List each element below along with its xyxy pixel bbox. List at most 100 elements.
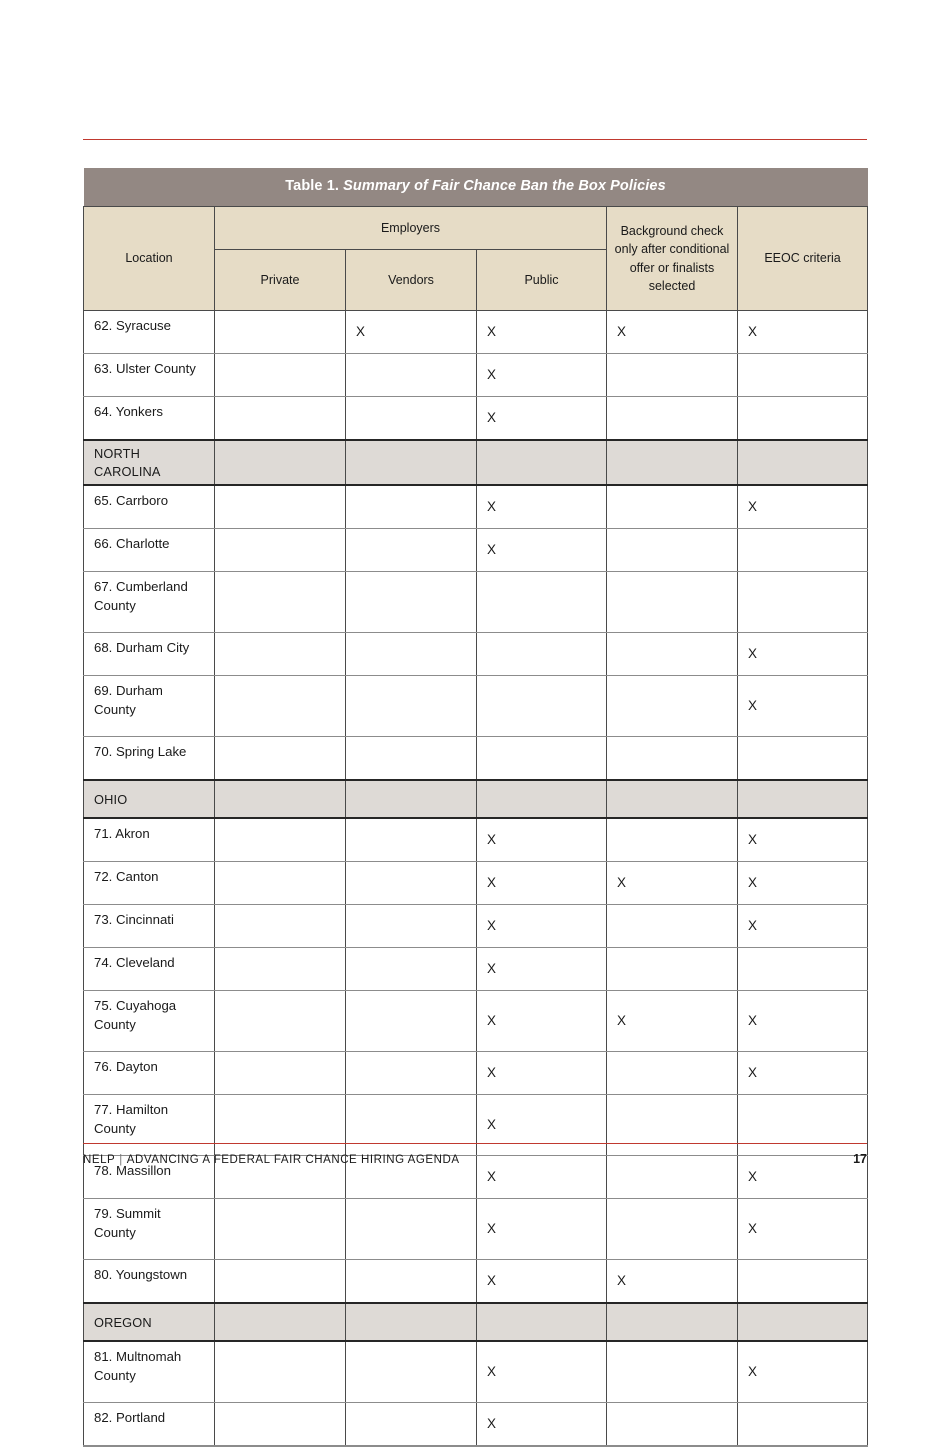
- column-header-eeoc-criteria: EEOC criteria: [736, 206, 869, 312]
- footer-organization: NELP: [83, 1154, 116, 1166]
- cell-public: [476, 632, 607, 677]
- cell-eeoc: [736, 779, 869, 820]
- table-row: 62. Syracuse X X X X: [83, 310, 869, 355]
- table-title-text: Summary of Fair Chance Ban the Box Polic…: [343, 178, 666, 194]
- column-header-private: Private: [214, 249, 346, 312]
- table-row: 79. Summit County X X: [83, 1198, 869, 1261]
- table-container: Table 1. Summary of Fair Chance Ban the …: [83, 168, 869, 1447]
- cell-private: [214, 861, 346, 906]
- cell-background: [606, 1155, 738, 1200]
- cell-private: [214, 947, 346, 992]
- cell-vendors: [345, 485, 477, 530]
- cell-private: [214, 310, 346, 355]
- cell-background: [606, 439, 738, 487]
- cell-background: [606, 571, 738, 634]
- row-location-label: 74. Cleveland: [83, 947, 215, 992]
- cell-vendors: [345, 1198, 477, 1261]
- page-number: 17: [853, 1152, 867, 1166]
- row-location-label: 62. Syracuse: [83, 310, 215, 355]
- cell-private: [214, 396, 346, 441]
- cell-private: [214, 1155, 346, 1200]
- table-row: 82. Portland X: [83, 1402, 869, 1447]
- row-location-label: 78. Massillon: [83, 1155, 215, 1200]
- table-head: Table 1. Summary of Fair Chance Ban the …: [83, 168, 869, 312]
- cell-public: X: [476, 947, 607, 992]
- cell-private: [214, 1302, 346, 1343]
- table-row: 80. Youngstown X X: [83, 1259, 869, 1304]
- cell-background: [606, 818, 738, 863]
- row-location-label: 76. Dayton: [83, 1051, 215, 1096]
- cell-eeoc: X: [736, 632, 869, 677]
- cell-background: [606, 736, 738, 781]
- cell-vendors: [345, 904, 477, 949]
- cell-private: [214, 1051, 346, 1096]
- cell-eeoc: X: [736, 310, 869, 355]
- cell-private: [214, 1198, 346, 1261]
- cell-eeoc: X: [736, 818, 869, 863]
- cell-private: [214, 1094, 346, 1157]
- cell-background: [606, 779, 738, 820]
- cell-background: [606, 1341, 738, 1404]
- row-location-label: 79. Summit County: [83, 1198, 215, 1261]
- cell-public: X: [476, 990, 607, 1053]
- table-row: 66. Charlotte X: [83, 528, 869, 573]
- cell-vendors: [345, 861, 477, 906]
- cell-private: [214, 736, 346, 781]
- table-title-cell: Table 1. Summary of Fair Chance Ban the …: [83, 168, 868, 207]
- cell-background: [606, 1302, 738, 1343]
- cell-vendors: [345, 632, 477, 677]
- table-row: 76. Dayton X X: [83, 1051, 869, 1096]
- cell-private: [214, 632, 346, 677]
- row-location-label: 69. Durham County: [83, 675, 215, 738]
- cell-private: [214, 1259, 346, 1304]
- cell-eeoc: [736, 528, 869, 573]
- cell-background: [606, 632, 738, 677]
- cell-private: [214, 439, 346, 487]
- cell-public: X: [476, 528, 607, 573]
- table-row: 69. Durham County X: [83, 675, 869, 738]
- cell-eeoc: X: [736, 675, 869, 738]
- cell-vendors: X: [345, 310, 477, 355]
- cell-vendors: [345, 990, 477, 1053]
- cell-eeoc: [736, 439, 869, 487]
- cell-public: [476, 571, 607, 634]
- cell-public: X: [476, 818, 607, 863]
- table-row: 72. Canton X X X: [83, 861, 869, 906]
- table-row: 64. Yonkers X: [83, 396, 869, 441]
- cell-eeoc: X: [736, 485, 869, 530]
- row-location-label: 72. Canton: [83, 861, 215, 906]
- row-location-label: 73. Cincinnati: [83, 904, 215, 949]
- column-header-public: Public: [476, 249, 607, 312]
- cell-public: X: [476, 485, 607, 530]
- cell-public: X: [476, 1155, 607, 1200]
- cell-private: [214, 1402, 346, 1447]
- cell-public: [476, 439, 607, 487]
- table-row: 75. Cuyahoga County X X X: [83, 990, 869, 1053]
- footer-separator: |: [119, 1154, 123, 1166]
- table-row: 73. Cincinnati X X: [83, 904, 869, 949]
- row-location-label: 81. Multnomah County: [83, 1341, 215, 1404]
- cell-eeoc: [736, 1402, 869, 1447]
- table-title-prefix: Table 1.: [285, 178, 340, 194]
- table-row: 78. Massillon X X: [83, 1155, 869, 1200]
- row-location-label: 70. Spring Lake: [83, 736, 215, 781]
- cell-eeoc: [736, 736, 869, 781]
- cell-vendors: [345, 1402, 477, 1447]
- cell-eeoc: X: [736, 1341, 869, 1404]
- cell-vendors: [345, 779, 477, 820]
- cell-private: [214, 779, 346, 820]
- cell-vendors: [345, 353, 477, 398]
- table-row: 70. Spring Lake: [83, 736, 869, 781]
- cell-vendors: [345, 396, 477, 441]
- section-state-label: NORTH CAROLINA: [83, 439, 215, 487]
- cell-eeoc: [736, 571, 869, 634]
- document-page: Table 1. Summary of Fair Chance Ban the …: [83, 139, 869, 1447]
- row-location-label: 64. Yonkers: [83, 396, 215, 441]
- footer-title: ADVANCING A FEDERAL FAIR CHANCE HIRING A…: [126, 1154, 460, 1166]
- table-title-row: Table 1. Summary of Fair Chance Ban the …: [83, 168, 868, 207]
- cell-private: [214, 353, 346, 398]
- header-row-group: Location Employers Background check only…: [83, 206, 869, 312]
- row-location-label: 65. Carrboro: [83, 485, 215, 530]
- cell-eeoc: [736, 1259, 869, 1304]
- cell-eeoc: [736, 947, 869, 992]
